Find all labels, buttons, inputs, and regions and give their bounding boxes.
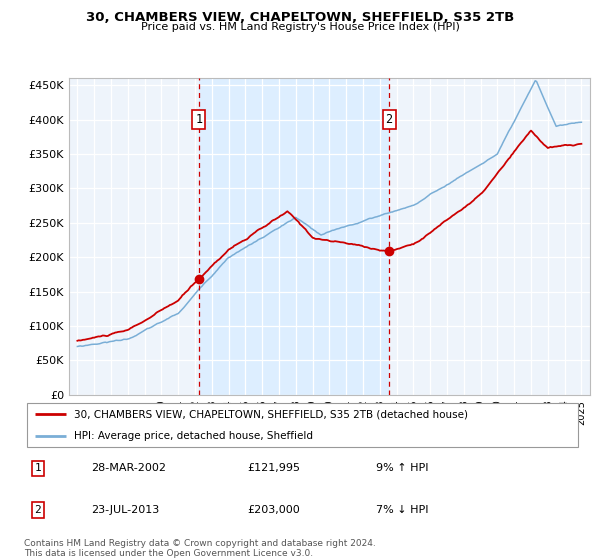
- Bar: [199, 78, 389, 395]
- Text: Contains HM Land Registry data © Crown copyright and database right 2024.
This d: Contains HM Land Registry data © Crown c…: [24, 539, 376, 558]
- Text: 28-MAR-2002: 28-MAR-2002: [91, 464, 166, 473]
- Text: 9% ↑ HPI: 9% ↑ HPI: [376, 464, 428, 473]
- Text: HPI: Average price, detached house, Sheffield: HPI: Average price, detached house, Shef…: [74, 431, 313, 441]
- Text: 2: 2: [385, 113, 392, 126]
- Text: 1: 1: [196, 113, 202, 126]
- Text: Price paid vs. HM Land Registry's House Price Index (HPI): Price paid vs. HM Land Registry's House …: [140, 22, 460, 32]
- Text: 30, CHAMBERS VIEW, CHAPELTOWN, SHEFFIELD, S35 2TB (detached house): 30, CHAMBERS VIEW, CHAPELTOWN, SHEFFIELD…: [74, 409, 468, 419]
- FancyBboxPatch shape: [27, 403, 578, 447]
- Text: £203,000: £203,000: [247, 505, 300, 515]
- Text: 1: 1: [35, 464, 41, 473]
- Text: 30, CHAMBERS VIEW, CHAPELTOWN, SHEFFIELD, S35 2TB: 30, CHAMBERS VIEW, CHAPELTOWN, SHEFFIELD…: [86, 11, 514, 24]
- Text: 2: 2: [35, 505, 41, 515]
- Text: 7% ↓ HPI: 7% ↓ HPI: [376, 505, 428, 515]
- Text: 23-JUL-2013: 23-JUL-2013: [91, 505, 159, 515]
- Text: £121,995: £121,995: [247, 464, 300, 473]
